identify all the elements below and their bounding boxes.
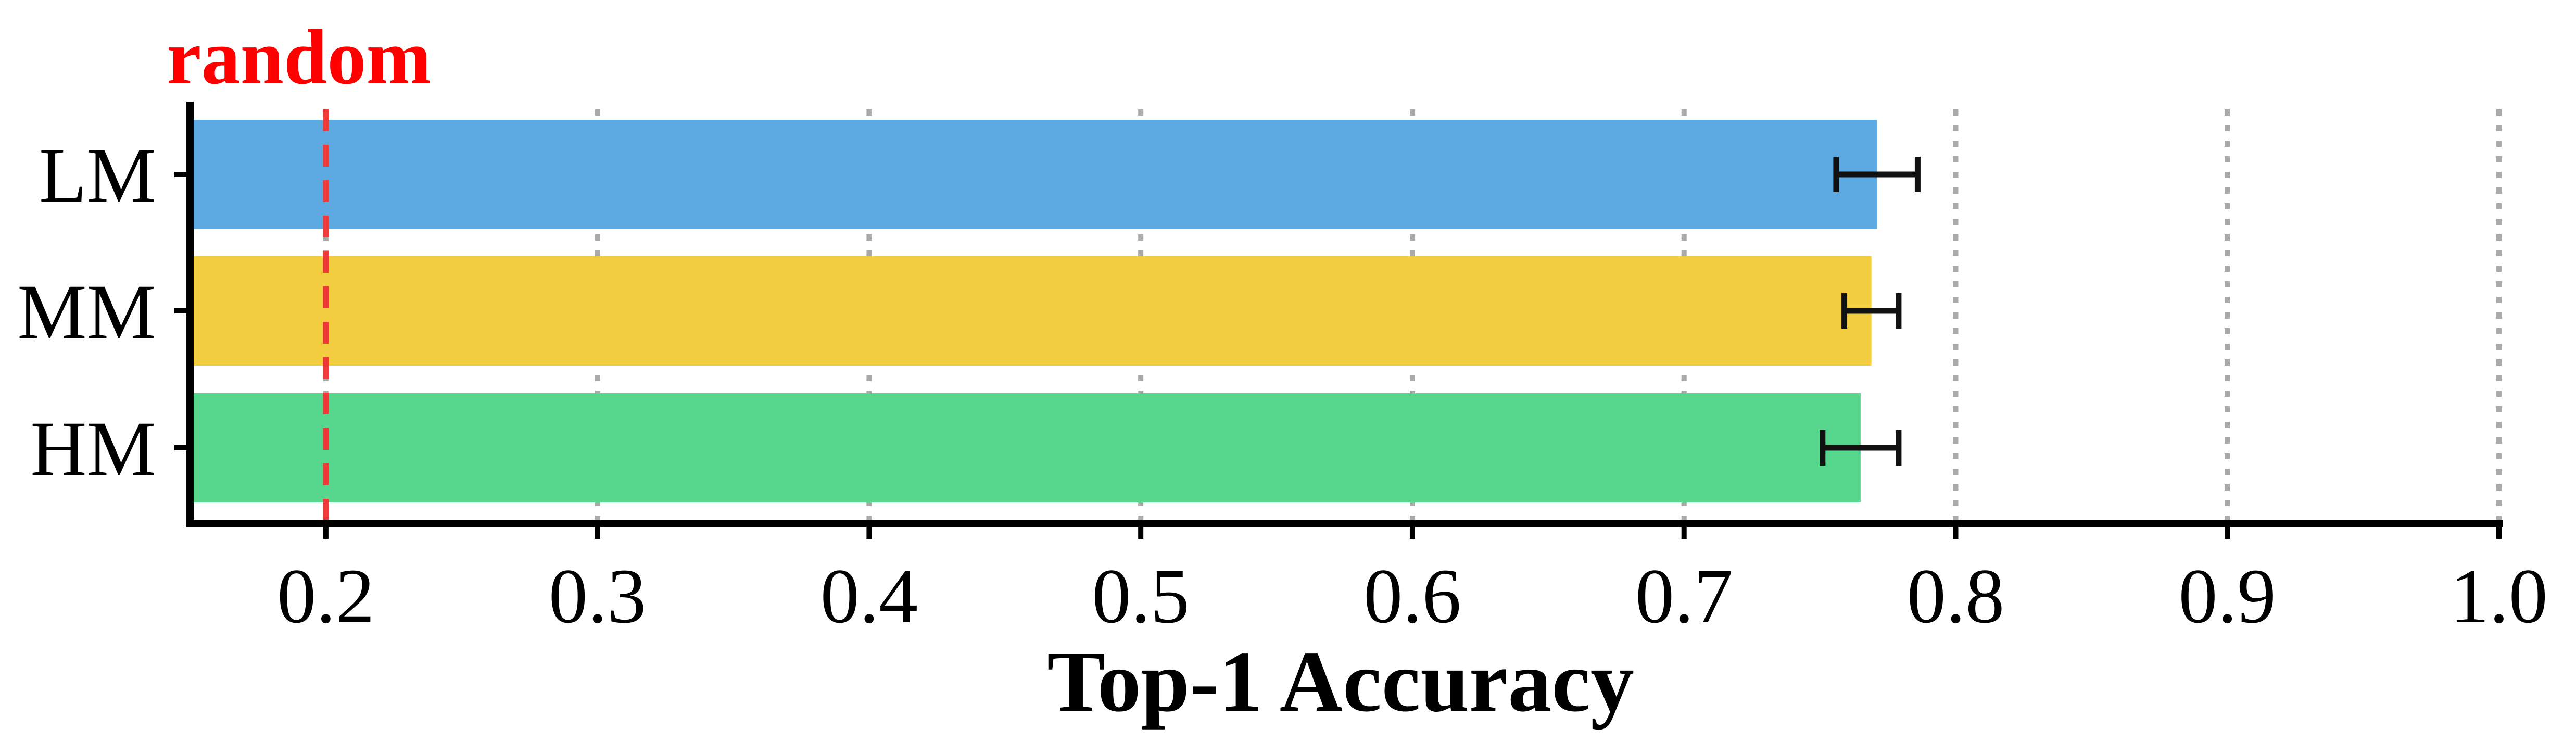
x-tick-label: 0.5 — [1092, 553, 1190, 639]
tick-labels: 0.2 0.3 0.4 0.5 0.6 0.7 0.8 0.9 1.0 LM MM HM — [17, 132, 2548, 639]
error-bar-lm — [1833, 157, 1921, 192]
x-tick-label: 1.0 — [2450, 553, 2548, 639]
bar-hm — [190, 393, 1861, 502]
error-bars — [1820, 157, 1921, 466]
x-tick-label: 0.6 — [1363, 553, 1461, 639]
reference-line-label: random — [167, 14, 431, 100]
x-tick-label: 0.3 — [549, 553, 647, 639]
x-tick-label: 0.4 — [820, 553, 918, 639]
axes — [174, 102, 2503, 539]
x-axis-title: Top-1 Accuracy — [1047, 633, 1634, 730]
y-tick-label-hm: HM — [30, 406, 156, 492]
bars — [190, 120, 1877, 502]
y-tick-label-lm: LM — [39, 132, 156, 219]
x-tick-label: 0.2 — [277, 553, 375, 639]
error-bar-mm — [1841, 293, 1902, 329]
x-tick-label: 0.7 — [1635, 553, 1733, 639]
x-tick-label: 0.9 — [2178, 553, 2276, 639]
y-tick-label-mm: MM — [17, 269, 156, 355]
bar-mm — [190, 256, 1872, 366]
bar-lm — [190, 120, 1877, 229]
error-bar-hm — [1820, 430, 1902, 466]
x-tick-label: 0.8 — [1907, 553, 2005, 639]
